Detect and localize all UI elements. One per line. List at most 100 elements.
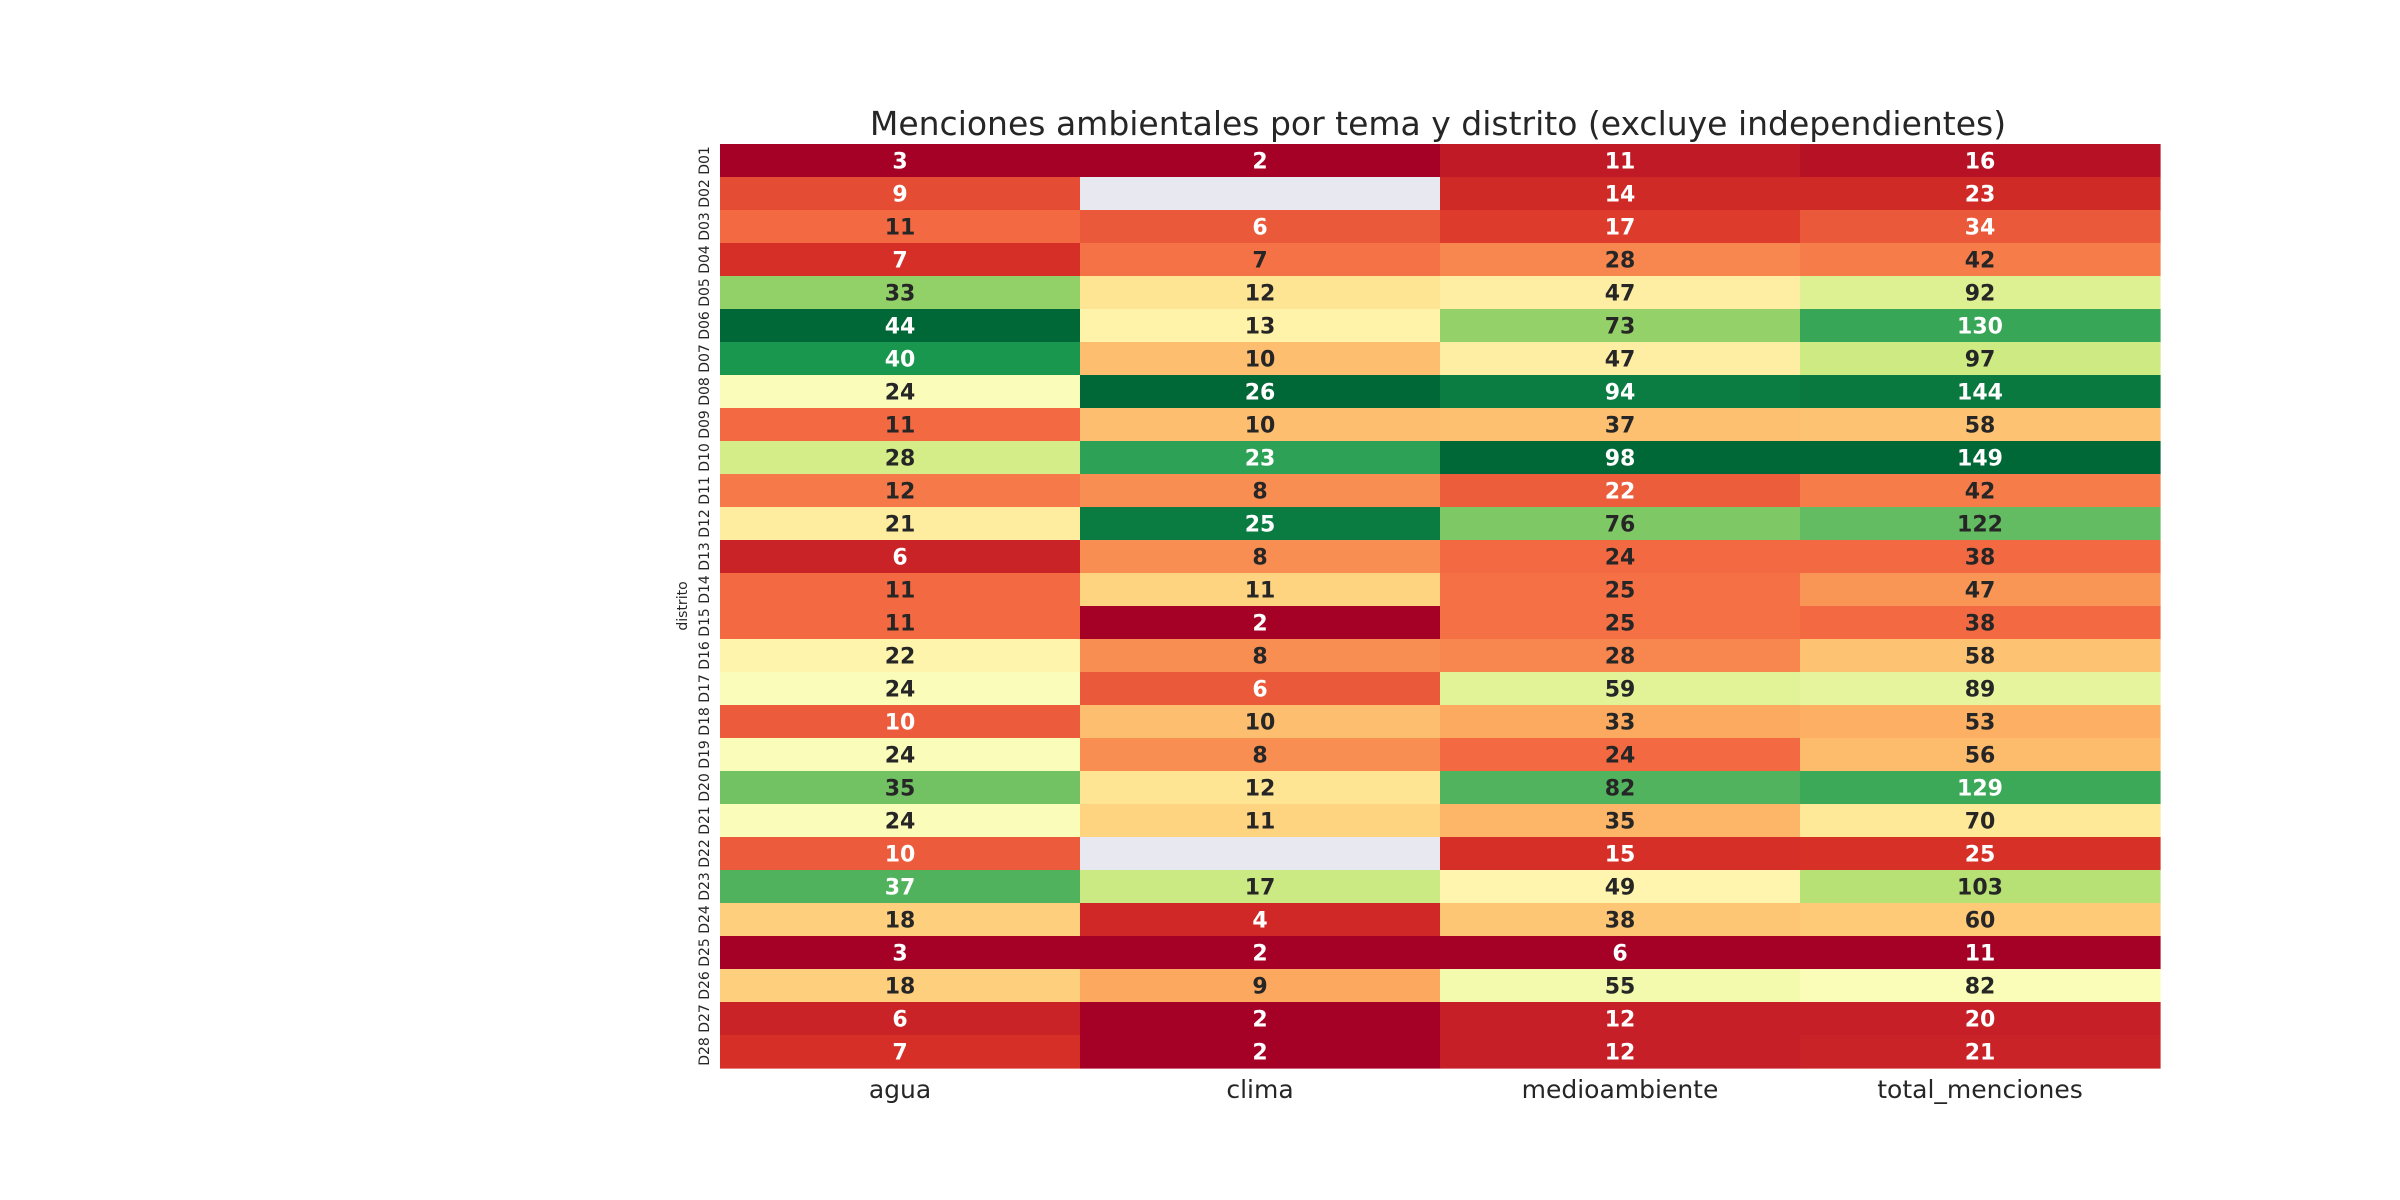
heatmap-cell [720, 309, 1081, 343]
cell-value-label: 82 [1605, 777, 1636, 802]
y-tick-label: D28 [697, 1037, 713, 1066]
heatmap-cell [1440, 507, 1801, 541]
cell-value-label: 6 [1252, 216, 1267, 241]
cell-value-label: 55 [1605, 975, 1636, 1000]
heatmap-cell [1440, 276, 1801, 310]
heatmap-cell [1080, 408, 1441, 442]
heatmap-cell [1080, 771, 1441, 805]
cell-value-label: 2 [1252, 150, 1267, 175]
heatmap-cell [1440, 606, 1801, 640]
cell-value-label: 35 [1605, 810, 1636, 835]
heatmap-cell [720, 144, 1081, 178]
y-tick-label: D03 [697, 212, 713, 241]
cell-value-label: 21 [885, 513, 916, 538]
cell-value-label: 22 [1605, 480, 1636, 505]
cell-value-label: 58 [1965, 414, 1996, 439]
cell-value-label: 53 [1965, 711, 1996, 736]
heatmap-cell [720, 969, 1081, 1003]
heatmap-cell [1440, 771, 1801, 805]
cell-value-label: 17 [1245, 876, 1276, 901]
heatmap-cell [720, 408, 1081, 442]
x-tick-label: clima [1226, 1075, 1293, 1104]
cell-value-label: 2 [1252, 1008, 1267, 1033]
heatmap-cell [1800, 507, 2161, 541]
cell-value-label: 3 [892, 150, 907, 175]
heatmap-cell [1440, 1035, 1801, 1069]
heatmap-cell [1800, 210, 2161, 244]
heatmap-cell [1080, 375, 1441, 409]
cell-value-label: 37 [885, 876, 916, 901]
heatmap-cell [720, 804, 1081, 838]
heatmap-cell [1800, 540, 2161, 574]
y-tick-label: D22 [697, 839, 713, 868]
heatmap-cell [1080, 573, 1441, 607]
heatmap-cell [1440, 441, 1801, 475]
cell-value-label: 47 [1605, 348, 1636, 373]
heatmap-cell [1080, 441, 1441, 475]
cell-value-label: 8 [1252, 480, 1267, 505]
heatmap-cell [1440, 738, 1801, 772]
cell-value-label: 24 [885, 381, 916, 406]
heatmap-cell [1080, 144, 1441, 178]
heatmap-cell [1800, 309, 2161, 343]
cell-value-label: 38 [1965, 612, 1996, 637]
heatmap-cell [720, 507, 1081, 541]
cell-value-label: 12 [885, 480, 916, 505]
cell-value-label: 73 [1605, 315, 1636, 340]
y-tick-label: D02 [697, 179, 713, 208]
heatmap-cell [720, 870, 1081, 904]
heatmap-cell [720, 837, 1081, 871]
cell-value-label: 12 [1245, 777, 1276, 802]
heatmap-cell [1440, 903, 1801, 937]
cell-value-label: 11 [1245, 810, 1276, 835]
cell-value-label: 94 [1605, 381, 1636, 406]
cell-value-label: 60 [1965, 909, 1996, 934]
heatmap-cell [1440, 375, 1801, 409]
heatmap-cell [720, 243, 1081, 277]
heatmap-cell [1800, 639, 2161, 673]
y-tick-label: D24 [697, 905, 713, 934]
cell-value-label: 76 [1605, 513, 1636, 538]
heatmap-cell [1800, 1002, 2161, 1036]
y-tick-label: D09 [697, 410, 713, 439]
cell-value-label: 18 [885, 909, 916, 934]
cell-value-label: 4 [1252, 909, 1267, 934]
heatmap-cell [1080, 672, 1441, 706]
heatmap-cell [720, 540, 1081, 574]
cell-value-label: 25 [1245, 513, 1276, 538]
heatmap-cell [1800, 408, 2161, 442]
heatmap-cell [1800, 276, 2161, 310]
y-tick-label: D01 [697, 146, 713, 175]
heatmap-cell [1800, 936, 2161, 970]
y-tick-label: D06 [697, 311, 713, 340]
cell-value-label: 44 [885, 315, 916, 340]
cell-value-label: 11 [1245, 579, 1276, 604]
heatmap-cell [1440, 573, 1801, 607]
heatmap-cell [1080, 474, 1441, 508]
cell-value-label: 2 [1252, 612, 1267, 637]
x-tick-label: total_menciones [1877, 1075, 2082, 1104]
cell-value-label: 8 [1252, 546, 1267, 571]
cell-value-label: 12 [1605, 1008, 1636, 1033]
heatmap-cell [1800, 738, 2161, 772]
x-tick-label: medioambiente [1522, 1075, 1719, 1104]
heatmap-cell [1800, 705, 2161, 739]
heatmap-cell [1800, 441, 2161, 475]
y-tick-label: D27 [697, 1004, 713, 1033]
cell-value-label: 18 [885, 975, 916, 1000]
heatmap-cell [1440, 870, 1801, 904]
cell-value-label: 11 [1965, 942, 1996, 967]
cell-value-label: 40 [885, 348, 916, 373]
heatmap-cell [1440, 243, 1801, 277]
heatmap-cell [720, 276, 1081, 310]
cell-value-label: 23 [1965, 183, 1996, 208]
heatmap-cell [1440, 540, 1801, 574]
cell-value-label: 11 [885, 414, 916, 439]
cell-value-label: 24 [885, 810, 916, 835]
cell-value-label: 9 [892, 183, 907, 208]
cell-value-label: 10 [1245, 414, 1276, 439]
cell-value-label: 33 [1605, 711, 1636, 736]
heatmap-cell [720, 474, 1081, 508]
y-tick-label: D08 [697, 377, 713, 406]
cell-value-label: 11 [885, 612, 916, 637]
